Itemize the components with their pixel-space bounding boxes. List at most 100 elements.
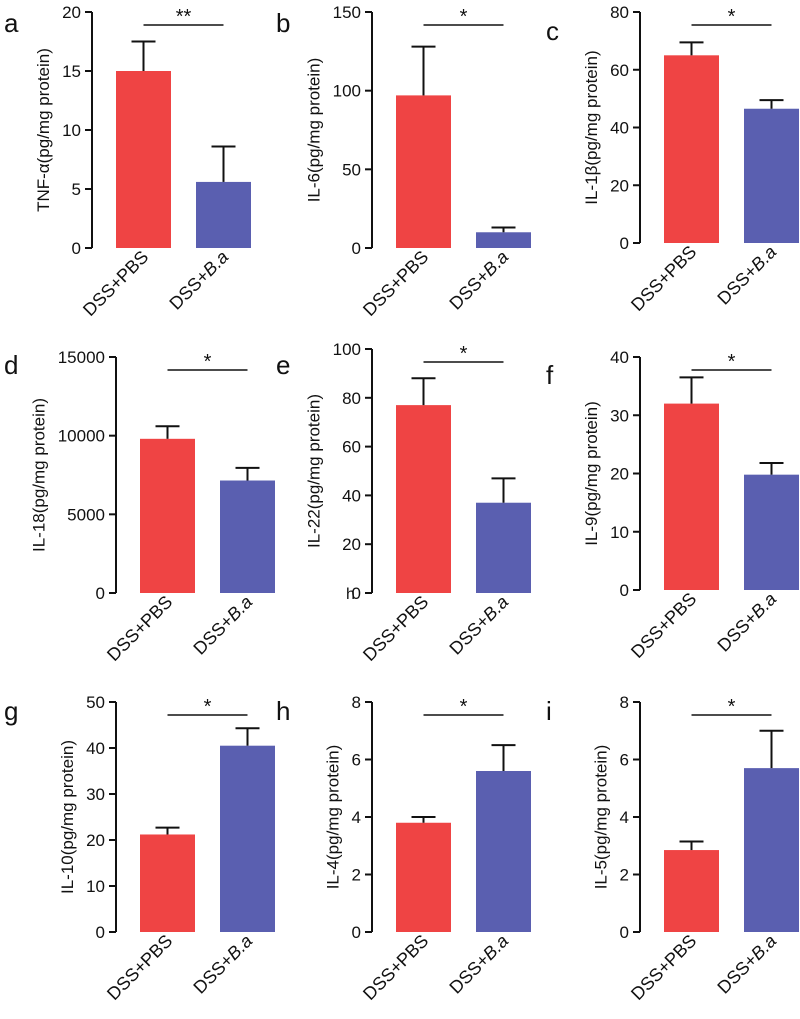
y-tick-label-f-30: 30 [610, 406, 629, 425]
y-axis-label-d: IL-18(pg/mg protein) [30, 398, 49, 552]
y-tick-label-e-80: 80 [342, 389, 361, 408]
y-tick-label-i-6: 6 [620, 751, 629, 770]
panel-label-a: a [4, 8, 19, 38]
category-label-f-0: DSS+PBS [627, 589, 700, 662]
bar-h-0 [396, 822, 451, 932]
significance-marker-e: * [460, 343, 468, 365]
category-label-g-0: DSS+PBS [103, 931, 176, 1004]
y-axis-label-e: IL-22(pg/mg protein) [305, 394, 324, 548]
y-tick-label-f-20: 20 [610, 465, 629, 484]
significance-marker-c: * [728, 6, 736, 28]
panel-label-b: b [276, 8, 290, 38]
y-tick-label-i-4: 4 [620, 808, 629, 827]
y-tick-label-a-20: 20 [62, 3, 81, 22]
category-label-g-1: DSS+B.a [189, 931, 256, 998]
y-tick-label-e-0: 0 [352, 584, 361, 603]
y-tick-label-i-8: 8 [620, 693, 629, 712]
category-label-b-1: DSS+B.a [445, 247, 512, 314]
y-tick-label-h-0: 0 [352, 923, 361, 942]
bar-c-0 [664, 55, 719, 243]
y-axis-label-b: IL-6(pg/mg protein) [305, 58, 324, 203]
bar-g-1 [220, 745, 275, 932]
significance-marker-g: * [204, 696, 212, 718]
y-tick-label-e-20: 20 [342, 535, 361, 554]
y-tick-label-h-4: 4 [352, 808, 361, 827]
significance-marker-a: ** [176, 6, 192, 28]
bar-b-0 [396, 95, 451, 249]
y-tick-label-d-10000: 10000 [58, 427, 105, 446]
y-tick-label-g-50: 50 [86, 693, 105, 712]
y-tick-label-b-100: 100 [333, 82, 361, 101]
y-tick-label-b-50: 50 [342, 160, 361, 179]
panel-label-c: c [546, 16, 559, 46]
y-tick-label-g-30: 30 [86, 785, 105, 804]
y-tick-label-f-0: 0 [620, 581, 629, 600]
bar-b-1 [476, 232, 531, 248]
y-tick-label-c-60: 60 [610, 61, 629, 80]
category-label-a-0: DSS+PBS [79, 247, 152, 320]
y-tick-label-h-2: 2 [352, 866, 361, 885]
bar-c-1 [744, 108, 799, 243]
significance-marker-i: * [728, 696, 736, 718]
y-tick-label-f-10: 10 [610, 523, 629, 542]
y-axis-label-c: IL-1β(pg/mg protein) [582, 50, 601, 204]
y-tick-label-h-6: 6 [352, 751, 361, 770]
category-label-c-1: DSS+B.a [713, 242, 780, 309]
y-tick-label-e-100: 100 [333, 340, 361, 359]
y-tick-label-g-20: 20 [86, 831, 105, 850]
y-tick-label-c-80: 80 [610, 3, 629, 22]
y-axis-label-a: TNF-α(pg/mg protein) [34, 48, 53, 212]
y-tick-label-c-20: 20 [610, 176, 629, 195]
y-axis-label-i: IL-5(pg/mg protein) [592, 745, 611, 890]
y-tick-label-f-40: 40 [610, 348, 629, 367]
bar-a-1 [196, 181, 251, 248]
bar-h-1 [476, 771, 531, 932]
category-label-c-0: DSS+PBS [627, 242, 700, 315]
significance-marker-f: * [728, 351, 736, 373]
y-tick-label-i-0: 0 [620, 923, 629, 942]
y-axis-label-h: IL-4(pg/mg protein) [324, 745, 343, 890]
panel-label-i: i [546, 696, 552, 726]
y-tick-label-c-40: 40 [610, 119, 629, 138]
y-tick-label-a-10: 10 [62, 121, 81, 140]
category-label-e-0: DSS+PBS [359, 592, 432, 665]
bar-d-0 [140, 438, 195, 593]
y-tick-label-e-60: 60 [342, 438, 361, 457]
significance-marker-h: * [460, 696, 468, 718]
bar-e-0 [396, 405, 451, 593]
y-tick-label-c-0: 0 [620, 234, 629, 253]
panel-label-e: e [276, 350, 290, 380]
category-label-e-1: DSS+B.a [445, 592, 512, 659]
significance-marker-d: * [204, 351, 212, 373]
y-axis-label-f: IL-9(pg/mg protein) [582, 401, 601, 546]
stray-label-e: h [346, 586, 355, 603]
y-tick-label-g-40: 40 [86, 739, 105, 758]
bar-e-1 [476, 502, 531, 593]
bar-d-1 [220, 480, 275, 593]
bar-g-0 [140, 834, 195, 932]
bar-i-0 [664, 850, 719, 932]
category-label-d-1: DSS+B.a [189, 592, 256, 659]
y-tick-label-a-0: 0 [72, 239, 81, 258]
category-label-b-0: DSS+PBS [359, 247, 432, 320]
y-axis-label-g: IL-10(pg/mg protein) [58, 740, 77, 894]
y-tick-label-i-2: 2 [620, 866, 629, 885]
category-label-i-1: DSS+B.a [713, 931, 780, 998]
category-label-d-0: DSS+PBS [103, 592, 176, 665]
category-label-a-1: DSS+B.a [165, 247, 232, 314]
bar-i-1 [744, 768, 799, 932]
category-label-i-0: DSS+PBS [627, 931, 700, 1004]
y-tick-label-g-0: 0 [96, 923, 105, 942]
bar-a-0 [116, 71, 171, 248]
y-tick-label-d-15000: 15000 [58, 348, 105, 367]
y-tick-label-a-5: 5 [72, 180, 81, 199]
panel-label-d: d [4, 350, 18, 380]
significance-marker-b: * [460, 6, 468, 28]
panel-label-h: h [276, 696, 290, 726]
category-label-h-1: DSS+B.a [445, 931, 512, 998]
bar-f-0 [664, 403, 719, 590]
bar-f-1 [744, 474, 799, 590]
y-tick-label-d-5000: 5000 [67, 505, 105, 524]
category-label-h-0: DSS+PBS [359, 931, 432, 1004]
